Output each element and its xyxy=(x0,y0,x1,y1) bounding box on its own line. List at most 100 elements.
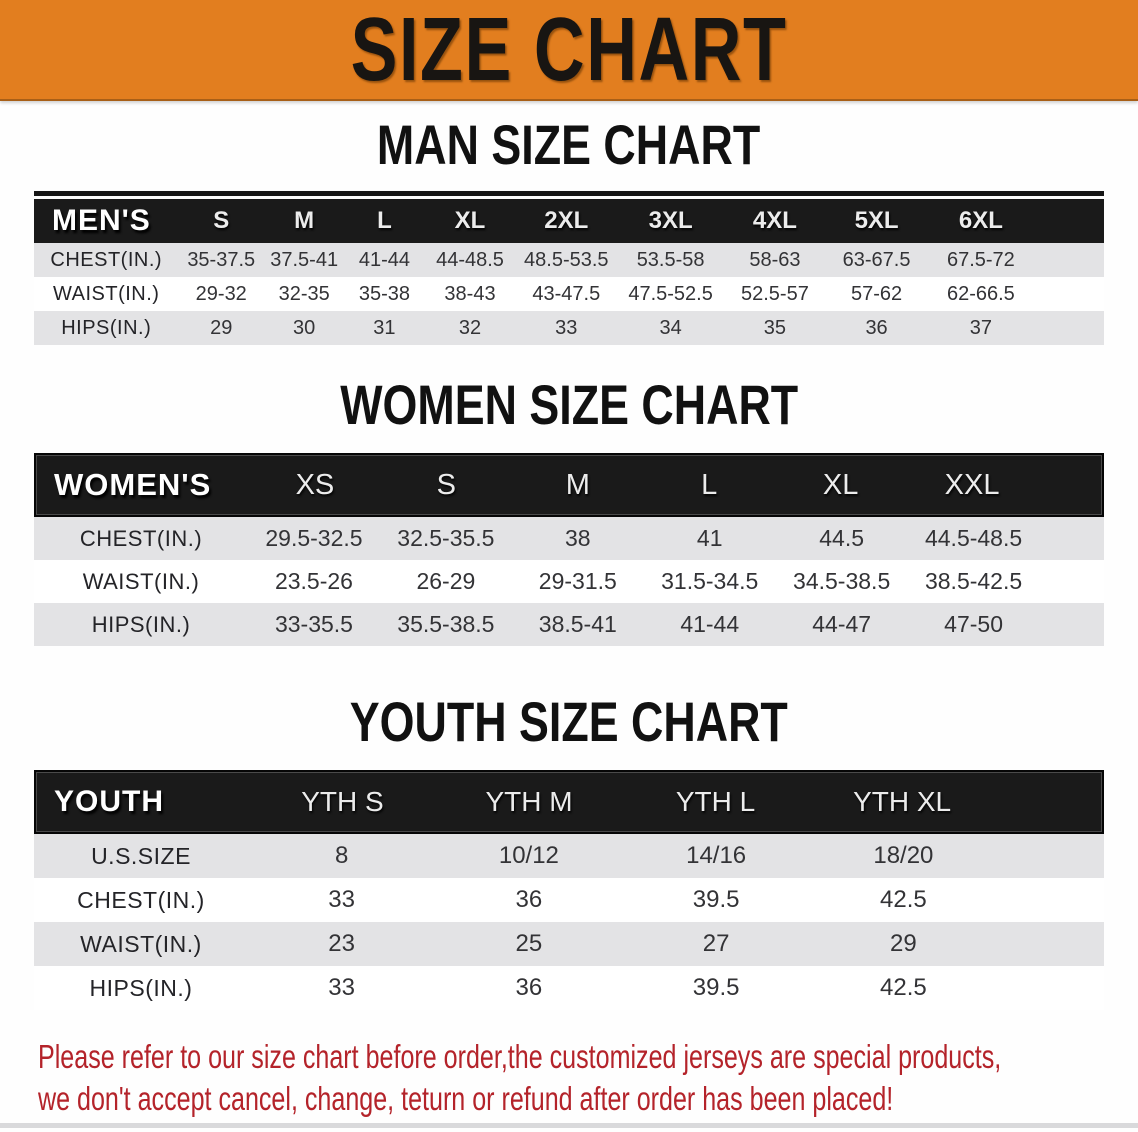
size-column-header: 5XL xyxy=(854,207,899,234)
section-heading-youth: YOUTH SIZE CHART xyxy=(0,694,1138,750)
measurement-row: WAIST(IN.) 29-32 32-35 35-38 38-43 43-47.5 47.… xyxy=(34,277,1104,311)
size-column-header: S xyxy=(213,207,230,234)
size-value-cell: 23.5-26 xyxy=(274,568,353,594)
size-value-cell: 37.5-41 xyxy=(270,248,339,271)
measurement-row-label: HIPS(IN.) xyxy=(89,974,193,1001)
size-column-header: 4XL xyxy=(752,207,797,234)
size-value-cell: 31 xyxy=(373,316,396,339)
size-value-cell: 41-44 xyxy=(680,611,740,637)
size-value-cell: 29 xyxy=(210,316,233,339)
measurement-row: CHEST(IN.) 33 36 39.5 42.5 xyxy=(34,878,1104,922)
size-value-cell: 37 xyxy=(969,316,993,339)
measurement-row-label: HIPS(IN.) xyxy=(61,316,152,339)
measurement-row-label: CHEST(IN.) xyxy=(77,886,205,913)
size-value-cell: 32.5-35.5 xyxy=(397,525,495,551)
size-value-cell: 29.5-32.5 xyxy=(265,525,363,551)
size-value-cell: 23 xyxy=(328,930,355,957)
size-value-cell: 36 xyxy=(515,886,543,913)
size-column-header: L xyxy=(701,468,718,501)
size-value-cell: 42.5 xyxy=(880,974,927,1001)
size-value-cell: 44-47 xyxy=(812,611,872,637)
order-note-line2: we don't accept cancel, change, teturn o… xyxy=(38,1080,894,1117)
order-note: Please refer to our size chart before or… xyxy=(0,1036,1138,1120)
tables-container: WOMEN'S XS S M L XL XXL CHEST(IN.) 29.5-32.5 32.5… xyxy=(0,453,1138,646)
size-value-cell: 36 xyxy=(515,974,543,1001)
size-value-cell: 25 xyxy=(515,930,543,957)
size-value-cell: 67.5-72 xyxy=(946,248,1015,271)
measurement-row-label: HIPS(IN.) xyxy=(91,611,191,637)
size-value-cell: 26-29 xyxy=(416,568,476,594)
size-value-cell: 44.5-48.5 xyxy=(924,525,1023,551)
women-size-table: WOMEN'S XS S M L XL XXL CHEST(IN.) 29.5-32.5 32.5… xyxy=(34,453,1104,646)
size-value-cell: 36 xyxy=(865,316,888,339)
measurement-row: HIPS(IN.) 33 36 39.5 42.5 xyxy=(34,966,1104,1010)
measurement-row: U.S.SIZE 8 10/12 14/16 18/20 xyxy=(34,834,1104,878)
measurement-row-label: CHEST(IN.) xyxy=(50,248,163,271)
size-value-cell: 57-62 xyxy=(850,282,903,305)
size-value-cell: 31.5-34.5 xyxy=(661,568,759,594)
size-value-cell: 38-43 xyxy=(444,282,496,305)
size-value-cell: 29 xyxy=(890,930,917,957)
size-value-cell: 47-50 xyxy=(944,611,1003,637)
size-value-cell: 35-38 xyxy=(358,282,410,305)
measurement-row-label: WAIST(IN.) xyxy=(82,568,200,594)
size-value-cell: 27 xyxy=(702,930,730,957)
size-column-header: YTH XL xyxy=(853,786,952,817)
size-value-cell: 34 xyxy=(659,316,682,339)
size-value-cell: 44-48.5 xyxy=(436,248,504,271)
measurement-row: WAIST(IN.) 23.5-26 26-29 29-31.5 31.5-34.5 34… xyxy=(34,560,1104,603)
table-corner-label: MEN'S xyxy=(52,204,151,237)
size-column-header: XXL xyxy=(944,468,1000,501)
size-value-cell: 35.5-38.5 xyxy=(397,611,495,637)
size-value-cell: 29-31.5 xyxy=(538,568,617,594)
section-heading-man-text: MAN SIZE CHART xyxy=(377,113,761,176)
measurement-row: CHEST(IN.) 35-37.5 37.5-41 41-44 44-48.5 48.5… xyxy=(34,243,1104,277)
size-value-cell: 43-47.5 xyxy=(532,282,601,305)
size-column-header: L xyxy=(377,207,392,234)
size-value-cell: 52.5-57 xyxy=(741,282,809,305)
size-column-header: M xyxy=(294,207,315,234)
size-value-cell: 62-66.5 xyxy=(946,282,1015,305)
table-corner-label: WOMEN'S xyxy=(54,467,212,502)
bottom-divider xyxy=(0,1123,1138,1128)
measurement-row-label: CHEST(IN.) xyxy=(79,525,203,551)
size-column-header: YTH M xyxy=(485,786,573,817)
size-chart-banner: SIZE CHART xyxy=(0,0,1138,101)
size-value-cell: 8 xyxy=(334,842,349,869)
tables-container: MEN'S S M L XL 2XL 3XL 4XL 5XL 6XL CHEST(IN.) 35-37… xyxy=(0,191,1138,345)
section-heading-women-text: WOMEN SIZE CHART xyxy=(340,373,798,436)
size-column-header: XS xyxy=(295,468,335,501)
size-value-cell: 41 xyxy=(696,525,723,551)
size-value-cell: 35 xyxy=(763,316,787,339)
size-column-header: S xyxy=(436,468,457,501)
size-column-header: 6XL xyxy=(958,207,1003,234)
size-value-cell: 58-63 xyxy=(749,248,801,271)
size-column-header: M xyxy=(565,468,590,501)
size-value-cell: 39.5 xyxy=(692,974,740,1001)
size-value-cell: 34.5-38.5 xyxy=(793,568,891,594)
size-value-cell: 33 xyxy=(328,974,355,1001)
size-value-cell: 30 xyxy=(293,316,316,339)
measurement-row: HIPS(IN.) 29 30 31 32 33 34 35 36 37 xyxy=(34,311,1104,345)
size-value-cell: 32 xyxy=(458,316,482,339)
size-value-cell: 48.5-53.5 xyxy=(524,248,609,271)
size-value-cell: 38.5-41 xyxy=(538,611,617,637)
size-value-cell: 42.5 xyxy=(880,886,927,913)
size-value-cell: 35-37.5 xyxy=(187,248,256,271)
measurement-row: CHEST(IN.) 29.5-32.5 32.5-35.5 38 41 44.5 44.5… xyxy=(34,517,1104,560)
size-value-cell: 38 xyxy=(565,525,591,551)
measurement-row-label: U.S.SIZE xyxy=(91,842,191,869)
order-note-line1: Please refer to our size chart before or… xyxy=(38,1038,1002,1075)
table-header-row: MEN'S S M L XL 2XL 3XL 4XL 5XL 6XL xyxy=(34,199,1104,243)
size-value-cell: 33-35.5 xyxy=(274,611,353,637)
size-column-header: YTH S xyxy=(301,786,384,817)
measurement-row: HIPS(IN.) 33-35.5 35.5-38.5 38.5-41 41-44 44-… xyxy=(34,603,1104,646)
size-column-header: XL xyxy=(822,468,859,501)
tables-container: YOUTH YTH S YTH M YTH L YTH XL U.S.SIZE 8 10/12… xyxy=(0,770,1138,1010)
size-column-header: YTH L xyxy=(675,786,756,817)
measurement-row-label: WAIST(IN.) xyxy=(80,930,202,957)
size-value-cell: 33 xyxy=(555,316,578,339)
size-value-cell: 41-44 xyxy=(358,248,410,271)
measurement-row: WAIST(IN.) 23 25 27 29 xyxy=(34,922,1104,966)
